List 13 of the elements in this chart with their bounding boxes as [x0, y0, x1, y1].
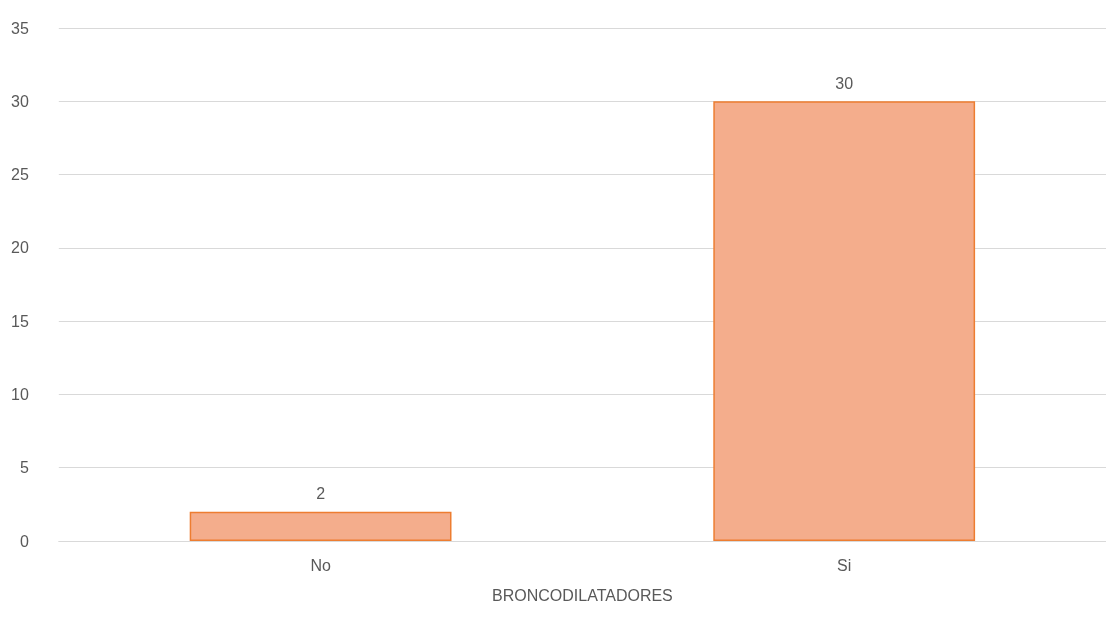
y-tick-label: 35	[11, 19, 29, 37]
y-tick-label: 15	[11, 312, 29, 330]
y-tick-label: 10	[11, 385, 29, 403]
y-tick-label: 20	[11, 239, 29, 257]
data-label: 30	[835, 74, 854, 92]
y-tick-label: 0	[19, 532, 29, 550]
x-tick-label: No	[310, 556, 331, 574]
y-tick-label: 25	[11, 166, 29, 184]
y-tick-label: 30	[11, 92, 29, 110]
y-tick-label: 5	[19, 459, 29, 477]
x-tick-label: Si	[837, 556, 852, 574]
x-axis-title: BRONCODILATADORES	[492, 586, 673, 604]
data-label: 2	[316, 485, 326, 503]
